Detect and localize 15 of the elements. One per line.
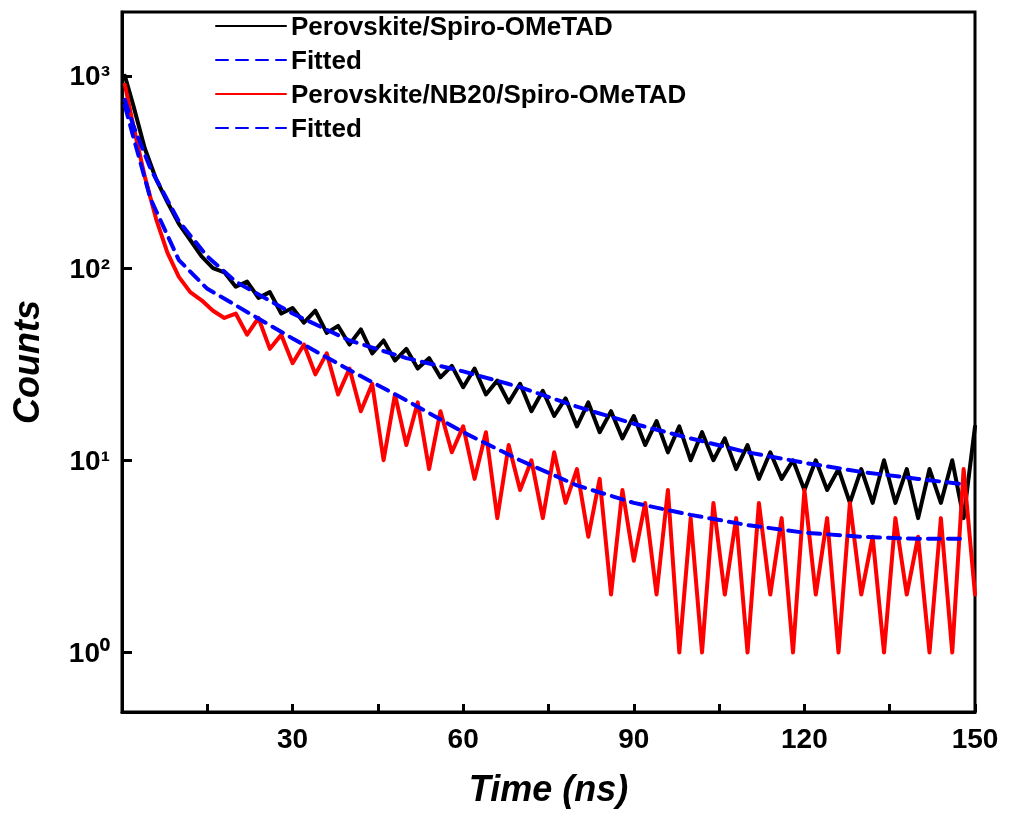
legend-label: Perovskite/Spiro-OMeTAD xyxy=(291,11,613,41)
y-tick-label: 10³ xyxy=(69,60,110,92)
x-tick-label: 60 xyxy=(447,722,479,754)
x-tick-label: 90 xyxy=(618,722,650,754)
x-axis-title: Time (ns) xyxy=(468,767,629,809)
legend-label: Perovskite/NB20/Spiro-OMeTAD xyxy=(291,79,687,109)
legend-label: Fitted xyxy=(291,113,362,143)
legend-label: Fitted xyxy=(291,45,362,75)
y-tick-label: 10⁰ xyxy=(68,636,110,668)
x-tick-label: 150 xyxy=(951,722,999,754)
y-tick-label: 10¹ xyxy=(69,444,110,476)
x-tick-label: 30 xyxy=(277,722,309,754)
x-tick-label: 120 xyxy=(781,722,828,754)
y-tick-label: 10² xyxy=(69,252,110,284)
y-axis-title: Counts xyxy=(5,300,47,424)
